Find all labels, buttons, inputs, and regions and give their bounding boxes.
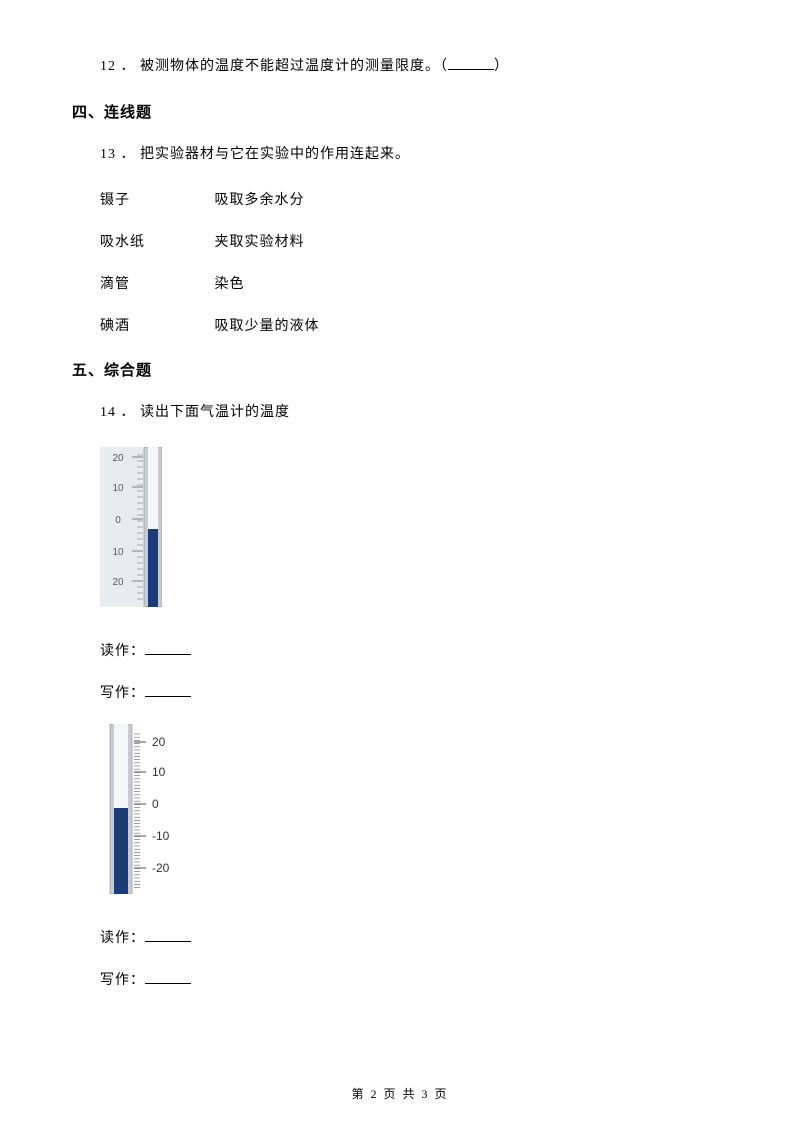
write-label-1: 写作：: [100, 686, 145, 701]
q14-text: 读出下面气温计的温度: [140, 405, 290, 420]
svg-text:20: 20: [112, 453, 124, 464]
section-4-title: 四、连线题: [72, 101, 728, 122]
footer-p2: 页 共: [378, 1087, 421, 1101]
svg-text:0: 0: [152, 797, 159, 811]
q12-text: 被测物体的温度不能超过温度计的测量限度。（: [140, 59, 448, 74]
matching-row-1: 吸水纸 夹取实验材料: [72, 231, 728, 251]
footer-p3: 页: [430, 1087, 449, 1101]
svg-text:20: 20: [112, 577, 124, 588]
matching-left-0: 镊子: [100, 189, 210, 209]
footer-tot: 3: [422, 1087, 430, 1101]
footer-p1: 第: [351, 1087, 370, 1101]
write-1: 写作：: [72, 682, 728, 702]
q13-text: 把实验器材与它在实验中的作用连起来。: [140, 147, 410, 162]
matching-left-1: 吸水纸: [100, 231, 210, 251]
q12-number: 12 ．: [100, 59, 136, 74]
read-label-1: 读作：: [100, 644, 145, 659]
svg-text:20: 20: [152, 735, 166, 749]
write-blank-1[interactable]: [145, 683, 191, 697]
thermometer-2: 20 10 0 -10 -20: [100, 724, 728, 899]
svg-text:-10: -10: [152, 829, 170, 843]
svg-text:10: 10: [112, 547, 124, 558]
read-2: 读作：: [72, 927, 728, 947]
svg-text:10: 10: [112, 483, 124, 494]
read-blank-1[interactable]: [145, 641, 191, 655]
matching-right-1: 夹取实验材料: [215, 235, 305, 250]
thermometer-1: 20 10 0 10 20: [100, 447, 728, 612]
svg-text:0: 0: [115, 515, 121, 526]
matching-right-0: 吸取多余水分: [215, 193, 305, 208]
question-13: 13 ． 把实验器材与它在实验中的作用连起来。: [72, 144, 728, 165]
svg-text:10: 10: [152, 765, 166, 779]
q12-blank[interactable]: [448, 56, 494, 70]
q13-number: 13 ．: [100, 147, 136, 162]
read-blank-2[interactable]: [145, 928, 191, 942]
section-5-title: 五、综合题: [72, 359, 728, 380]
question-14: 14 ． 读出下面气温计的温度: [72, 402, 728, 423]
matching-right-2: 染色: [215, 277, 245, 292]
matching-right-3: 吸取少量的液体: [215, 319, 320, 334]
matching-left-3: 碘酒: [100, 315, 210, 335]
write-2: 写作：: [72, 969, 728, 989]
read-1: 读作：: [72, 640, 728, 660]
q12-end: ）: [494, 59, 509, 74]
matching-row-3: 碘酒 吸取少量的液体: [72, 315, 728, 335]
svg-text:-20: -20: [152, 861, 170, 875]
matching-row-0: 镊子 吸取多余水分: [72, 189, 728, 209]
question-12: 12 ． 被测物体的温度不能超过温度计的测量限度。（ ）: [72, 56, 728, 77]
page-footer: 第 2 页 共 3 页: [0, 1085, 800, 1102]
write-label-2: 写作：: [100, 973, 145, 988]
write-blank-2[interactable]: [145, 970, 191, 984]
matching-row-2: 滴管 染色: [72, 273, 728, 293]
q14-number: 14 ．: [100, 405, 136, 420]
read-label-2: 读作：: [100, 931, 145, 946]
matching-left-2: 滴管: [100, 273, 210, 293]
